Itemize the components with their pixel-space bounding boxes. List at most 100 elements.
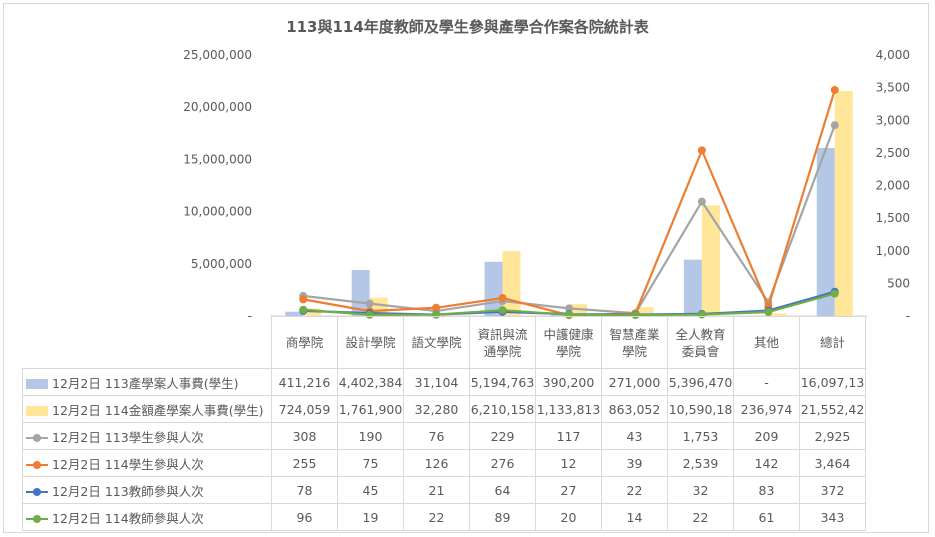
left-axis-tick-label: -	[248, 309, 252, 323]
bar	[351, 270, 370, 316]
left-axis-tick-label: 20,000,000	[183, 100, 252, 114]
category-label: 設計學院	[337, 316, 404, 369]
data-cell: 4,402,384	[337, 368, 404, 396]
category-label: 商學院	[271, 316, 338, 369]
series-name: 12月2日 114金額產學案人事費(學生)	[52, 402, 264, 418]
data-point	[432, 303, 441, 312]
data-cell: 64	[469, 476, 536, 504]
data-cell: 724,059	[271, 395, 338, 423]
bar-legend-key	[26, 406, 48, 416]
data-cell: -	[733, 368, 800, 396]
data-cell: 390,200	[535, 368, 602, 396]
data-cell: 21,552,42	[799, 395, 866, 423]
data-point	[830, 85, 839, 94]
bar	[701, 205, 720, 316]
data-cell: 31,104	[403, 368, 470, 396]
data-cell: 83	[733, 476, 800, 504]
right-axis-tick-label: -	[906, 309, 910, 323]
category-label: 全人教育 委員會	[667, 316, 734, 369]
data-table: 商學院 設計學院 語文學院 資訊與流 通學院 中護健康 學院 智慧產業 學院 全人教育 委員會 其他總…	[22, 316, 866, 531]
data-cell: 12	[535, 449, 602, 477]
table-row: 12月2日 113教師參與人次 78 45 21 64 27 22 32 83 372	[22, 476, 866, 504]
data-cell: 308	[271, 422, 338, 450]
data-cell: 27	[535, 476, 602, 504]
data-cell: 75	[337, 449, 404, 477]
data-cell: 2,539	[667, 449, 734, 477]
line-legend-key	[26, 433, 48, 443]
line-legend-key	[26, 487, 48, 497]
data-point	[697, 197, 706, 206]
category-label: 其他	[733, 316, 800, 369]
data-cell: 863,052	[601, 395, 668, 423]
legend-entry: 12月2日 113學生參與人次	[22, 422, 272, 450]
legend-entry: 12月2日 114學生參與人次	[22, 449, 272, 477]
bar	[816, 147, 835, 316]
category-label: 資訊與流 通學院	[469, 316, 536, 369]
category-label: 語文學院	[403, 316, 470, 369]
data-cell: 1,753	[667, 422, 734, 450]
data-cell: 271,000	[601, 368, 668, 396]
data-cell: 2,925	[799, 422, 866, 450]
data-cell: 5,194,763	[469, 368, 536, 396]
data-cell: 117	[535, 422, 602, 450]
series-line	[303, 124, 836, 315]
data-cell: 190	[337, 422, 404, 450]
right-axis-tick-label: 3,500	[876, 81, 910, 95]
data-cell: 16,097,13	[799, 368, 866, 396]
table-row: 12月2日 114金額產學案人事費(學生) 724,059 1,761,900 32,…	[22, 395, 866, 423]
legend-entry: 12月2日 113教師參與人次	[22, 476, 272, 504]
data-point	[365, 299, 374, 308]
data-cell: 10,590,18	[667, 395, 734, 423]
line-legend-key	[26, 460, 48, 470]
category-label: 智慧產業 學院	[601, 316, 668, 369]
table-row: 12月2日 114教師參與人次 96 19 22 89 20 14 22 61 343	[22, 503, 866, 531]
data-cell: 209	[733, 422, 800, 450]
bar	[285, 311, 304, 316]
bar	[834, 90, 853, 316]
table-row: 12月2日 113產學案人事費(學生) 411,216 4,402,384 31,10…	[22, 368, 866, 396]
data-point	[498, 306, 507, 315]
right-axis-tick-label: 500	[887, 276, 910, 290]
bar	[635, 306, 654, 316]
table-row: 12月2日 113學生參與人次 308 190 76 229 117 43 1,753 209 2…	[22, 422, 866, 450]
data-cell: 3,464	[799, 449, 866, 477]
data-cell: 45	[337, 476, 404, 504]
data-cell: 32,280	[403, 395, 470, 423]
table-corner	[22, 316, 272, 369]
data-cell: 32	[667, 476, 734, 504]
data-cell: 14	[601, 503, 668, 531]
data-cell: 43	[601, 422, 668, 450]
data-cell: 20	[535, 503, 602, 531]
data-cell: 343	[799, 503, 866, 531]
legend-entry: 12月2日 113產學案人事費(學生)	[22, 368, 272, 396]
data-cell: 39	[601, 449, 668, 477]
data-cell: 5,396,470	[667, 368, 734, 396]
data-point	[830, 289, 839, 298]
left-axis-tick-label: 10,000,000	[183, 205, 252, 219]
series-name: 12月2日 113教師參與人次	[52, 483, 204, 499]
data-point	[697, 146, 706, 155]
data-cell: 255	[271, 449, 338, 477]
data-cell: 19	[337, 503, 404, 531]
data-point	[565, 304, 573, 313]
right-axis-tick-label: 3,000	[876, 113, 910, 127]
data-cell: 126	[403, 449, 470, 477]
data-cell: 89	[469, 503, 536, 531]
data-cell: 6,210,158	[469, 395, 536, 423]
right-axis-tick-label: 4,000	[876, 48, 910, 62]
legend-entry: 12月2日 114金額產學案人事費(學生)	[22, 395, 272, 423]
bar-legend-key	[26, 379, 48, 389]
left-axis-tick-label: 25,000,000	[183, 48, 252, 62]
series-name: 12月2日 113產學案人事費(學生)	[52, 375, 239, 391]
right-axis-tick-label: 2,500	[876, 146, 910, 160]
left-axis-tick-label: 15,000,000	[183, 152, 252, 166]
category-label: 中護健康 學院	[535, 316, 602, 369]
bar	[502, 251, 521, 316]
series-name: 12月2日 113學生參與人次	[52, 429, 204, 445]
data-cell: 78	[271, 476, 338, 504]
data-cell: 236,974	[733, 395, 800, 423]
series-name: 12月2日 114教師參與人次	[52, 510, 204, 526]
data-cell: 372	[799, 476, 866, 504]
